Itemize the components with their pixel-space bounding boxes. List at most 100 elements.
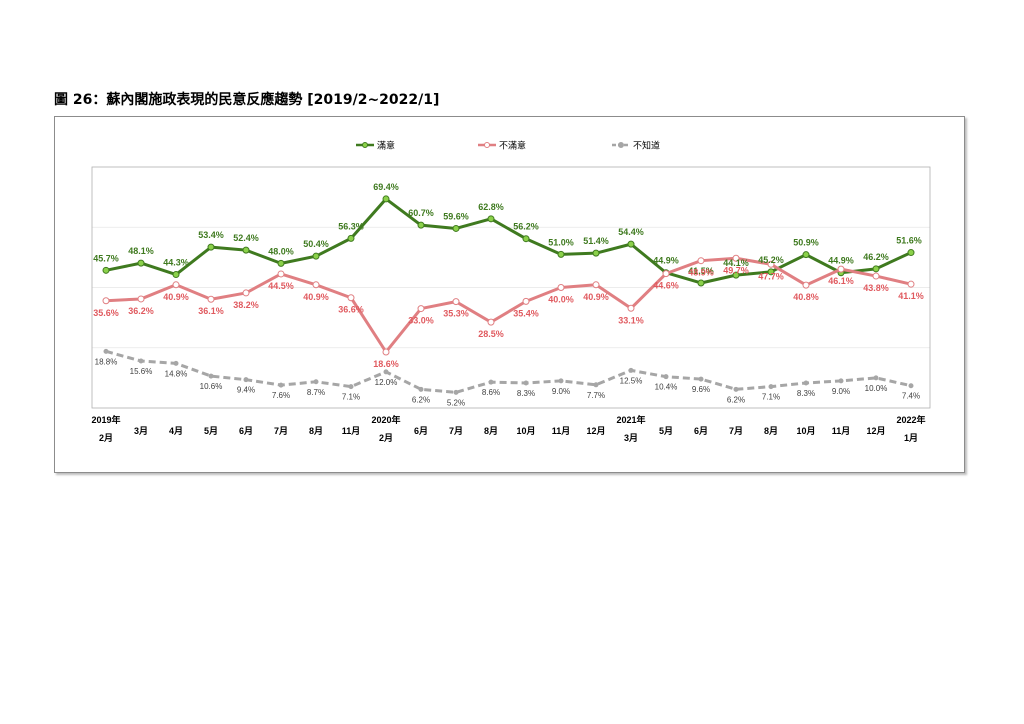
data-label: 35.3% [443, 309, 469, 319]
data-label: 7.6% [272, 391, 290, 400]
series-lines [102, 195, 915, 395]
data-point [487, 215, 495, 223]
data-point [803, 380, 809, 386]
data-label: 9.6% [692, 385, 710, 394]
legend: 滿意 不滿意 不知道 [356, 140, 660, 152]
x-tick-label: 6月 [239, 426, 253, 436]
data-label: 35.4% [513, 308, 539, 318]
data-point [312, 281, 320, 289]
data-label: 45.2% [758, 255, 784, 265]
data-point [837, 265, 845, 273]
data-label: 38.2% [233, 300, 259, 310]
data-label: 44.9% [828, 256, 854, 266]
data-point [418, 386, 424, 392]
data-point [872, 272, 880, 280]
data-point [382, 195, 390, 203]
x-tick-year: 2020年 [371, 414, 400, 425]
data-label: 48.9% [688, 268, 714, 278]
data-label: 40.9% [303, 292, 329, 302]
data-label: 8.6% [482, 388, 500, 397]
data-point [698, 376, 704, 382]
x-tick-label: 7月 [729, 426, 743, 436]
data-point [802, 251, 810, 259]
data-point [103, 348, 109, 354]
x-tick-label: 11月 [832, 426, 851, 436]
data-point [907, 280, 915, 288]
data-label: 41.1% [898, 291, 924, 301]
data-point [348, 384, 354, 390]
x-tick-label: 6月 [414, 426, 428, 436]
data-point [838, 378, 844, 384]
data-label: 54.4% [618, 227, 644, 237]
data-point [522, 235, 530, 243]
data-point [452, 224, 460, 232]
x-tick-label: 10月 [516, 426, 535, 436]
data-label: 49.7% [723, 265, 749, 275]
data-point [802, 281, 810, 289]
data-point [627, 304, 635, 312]
data-point [347, 234, 355, 242]
data-point [453, 389, 459, 395]
data-label: 51.4% [583, 236, 609, 246]
data-point [488, 379, 494, 385]
data-point [592, 281, 600, 289]
data-point [137, 259, 145, 267]
x-tick-label: 5月 [659, 426, 673, 436]
plot-border [91, 166, 931, 409]
data-point [558, 378, 564, 384]
data-point [173, 360, 179, 366]
data-label: 14.8% [165, 369, 188, 378]
x-tick-label: 6月 [694, 426, 708, 436]
data-label: 33.1% [618, 315, 644, 325]
data-label: 10.4% [655, 383, 678, 392]
data-label: 36.2% [128, 306, 154, 316]
data-point [523, 380, 529, 386]
data-point [172, 271, 180, 279]
data-label: 50.4% [303, 239, 329, 249]
data-point [313, 379, 319, 385]
x-tick-label: 10月 [796, 426, 815, 436]
data-label: 53.4% [198, 230, 224, 240]
data-point [312, 252, 320, 260]
data-label: 40.0% [548, 295, 574, 305]
data-label: 5.2% [447, 398, 465, 407]
data-label: 46.2% [863, 252, 889, 262]
data-label: 18.8% [95, 357, 118, 366]
data-point [522, 297, 530, 305]
data-point [908, 383, 914, 389]
data-label: 10.0% [865, 384, 888, 393]
data-label: 60.7% [408, 208, 434, 218]
data-point [208, 373, 214, 379]
data-point [697, 257, 705, 265]
data-point [627, 240, 635, 248]
data-point [768, 384, 774, 390]
data-point [383, 369, 389, 375]
data-label: 45.7% [93, 253, 119, 263]
x-tick-label: 7月 [274, 426, 288, 436]
data-label: 15.6% [130, 367, 153, 376]
data-label: 12.0% [375, 378, 398, 387]
data-label: 35.6% [93, 308, 119, 318]
data-label: 46.1% [828, 276, 854, 286]
data-point [663, 374, 669, 380]
data-point [102, 266, 110, 274]
x-tick-year: 2019年 [91, 414, 120, 425]
data-label: 7.1% [762, 393, 780, 402]
legend-marker [362, 142, 368, 148]
data-label: 51.6% [896, 236, 922, 246]
data-label: 43.8% [863, 283, 889, 293]
plot-area [91, 166, 931, 409]
data-label: 48.0% [268, 246, 294, 256]
data-point [102, 297, 110, 305]
data-point [767, 268, 775, 276]
data-point [593, 382, 599, 388]
data-label: 36.6% [338, 305, 364, 315]
data-label: 69.4% [373, 182, 399, 192]
x-tick-label: 2月 [379, 433, 393, 443]
data-point [277, 259, 285, 267]
data-point [243, 377, 249, 383]
data-label: 40.8% [793, 292, 819, 302]
chart-frame [54, 116, 965, 473]
data-label: 6.2% [412, 395, 430, 404]
data-label: 18.6% [373, 359, 399, 369]
